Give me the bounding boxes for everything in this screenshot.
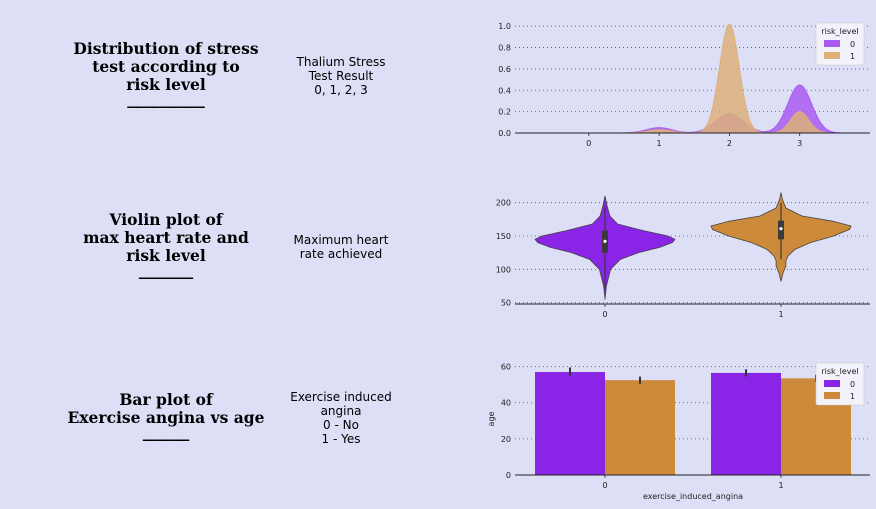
- y-tick-label: 200: [496, 199, 511, 208]
- heading-bar-plot: Bar plot of Exercise angina vs age _____…: [56, 391, 276, 441]
- legend-title: risk_level: [821, 27, 858, 36]
- heading-underline: __________: [127, 89, 205, 108]
- description-line: Test Result: [308, 69, 374, 83]
- y-tick-label: 20: [501, 435, 511, 444]
- y-tick-label: 0.0: [498, 129, 511, 138]
- bar-risk-1-angina-0: [605, 380, 675, 475]
- x-tick-label: 3: [797, 139, 802, 148]
- description-line: 0, 1, 2, 3: [314, 83, 368, 97]
- description-line: rate achieved: [299, 247, 383, 261]
- y-tick-label: 100: [496, 265, 511, 274]
- description-line: Maximum heart: [293, 233, 389, 247]
- kde-chart: 0.0 0.2 0.4 0.6 0.8 1.0 0 1 2 3 risk_level 0 1: [498, 22, 870, 148]
- heading-line: Distribution of stress: [73, 39, 259, 58]
- legend-swatch-0: [824, 380, 840, 387]
- legend-label-0: 0: [850, 380, 855, 389]
- legend-swatch-1: [824, 392, 840, 399]
- x-tick-label: 2: [727, 139, 732, 148]
- x-tick-label: 0: [602, 310, 607, 319]
- y-tick-label: 0.4: [498, 86, 511, 95]
- x-tick-label: 1: [778, 310, 783, 319]
- y-tick-label: 0.2: [498, 108, 511, 117]
- heading-line: risk level: [126, 246, 206, 265]
- y-tick-label: 60: [501, 363, 511, 372]
- heading-stress-distribution: Distribution of stress test according to…: [66, 40, 266, 108]
- legend-title: risk_level: [821, 367, 858, 376]
- description-exercise-angina: Exercise induced angina 0 - No 1 - Yes: [276, 390, 406, 446]
- legend-swatch-1: [824, 52, 840, 59]
- x-tick-label: 0: [602, 481, 607, 490]
- y-tick-label: 150: [496, 232, 511, 241]
- description-line: 1 - Yes: [321, 432, 361, 446]
- heading-underline: ______: [142, 422, 190, 441]
- legend-label-0: 0: [850, 40, 855, 49]
- heading-violin-plot: Violin plot of max heart rate and risk l…: [66, 211, 266, 279]
- violin-chart: 50 100 150 200 0 1: [496, 192, 870, 319]
- heading-line: max heart rate and: [83, 228, 249, 247]
- heading-line: Exercise angina vs age: [67, 408, 265, 427]
- x-tick-label: 0: [586, 139, 591, 148]
- y-axis-label: age: [487, 411, 496, 426]
- kde-area-risk-1: [567, 23, 849, 134]
- y-tick-label: 1.0: [498, 22, 511, 31]
- heading-line: risk level: [126, 75, 206, 94]
- bar-risk-0-angina-0: [535, 372, 605, 475]
- x-tick-label: 1: [778, 481, 783, 490]
- description-thalium: Thalium Stress Test Result 0, 1, 2, 3: [276, 55, 406, 97]
- heading-underline: _______: [138, 260, 194, 279]
- heading-line: Bar plot of: [119, 390, 213, 409]
- legend-label-1: 1: [850, 392, 855, 401]
- legend-label-1: 1: [850, 52, 855, 61]
- description-line: angina: [320, 404, 362, 418]
- violin-median-dot: [603, 239, 607, 243]
- y-tick-label: 0.6: [498, 65, 511, 74]
- description-line: Thalium Stress: [296, 55, 386, 69]
- description-line: 0 - No: [323, 418, 359, 432]
- heading-line: test according to: [92, 57, 240, 76]
- heading-line: Violin plot of: [109, 210, 223, 229]
- bar-risk-0-angina-1: [711, 372, 781, 475]
- y-tick-label: 40: [501, 399, 511, 408]
- y-tick-label: 0.8: [498, 44, 511, 53]
- x-tick-label: 1: [657, 139, 662, 148]
- x-axis-label: exercise_induced_angina: [643, 492, 743, 501]
- legend-swatch-0: [824, 40, 840, 47]
- y-tick-label: 0: [506, 471, 511, 480]
- description-max-heart-rate: Maximum heart rate achieved: [276, 233, 406, 261]
- violin-median-dot: [779, 227, 783, 231]
- bar-chart: 0 20 40 60 0 1 exercise_induced_angina age risk_…: [487, 363, 870, 501]
- y-tick-label: 50: [501, 299, 511, 308]
- description-line: Exercise induced: [290, 390, 392, 404]
